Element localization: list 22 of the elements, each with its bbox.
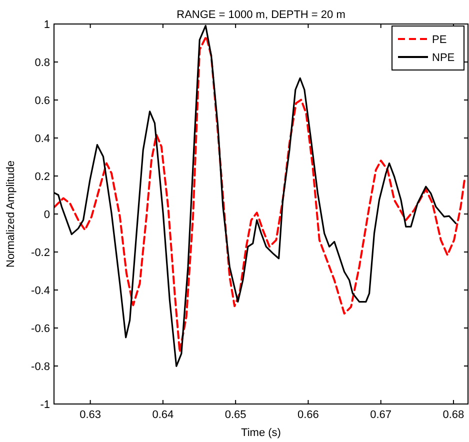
y-tick-label: -0.8 (31, 361, 50, 373)
y-tick-label: -0.2 (31, 247, 50, 259)
y-axis-title: Normalized Amplitude (5, 160, 17, 268)
x-tick-label: 0.65 (224, 409, 246, 421)
y-tick-label: 1 (44, 19, 50, 31)
y-tick-label: 0.8 (34, 57, 50, 69)
y-tick-label: -0.6 (31, 323, 50, 335)
x-tick-label: 0.63 (80, 409, 102, 421)
y-tick-label: -1 (40, 399, 50, 411)
x-tick-label: 0.67 (370, 409, 392, 421)
y-tick-label: 0.2 (34, 171, 50, 183)
legend-label: PE (432, 34, 447, 46)
y-tick-label: 0.4 (34, 133, 50, 145)
y-tick-label: 0 (44, 209, 50, 221)
chart-title: RANGE = 1000 m, DEPTH = 20 m (176, 9, 346, 21)
x-tick-label: 0.66 (298, 409, 319, 421)
x-tick-label: 0.68 (442, 409, 464, 421)
x-axis-title: Time (s) (241, 427, 281, 439)
y-tick-label: 0.6 (34, 95, 50, 107)
legend-label: NPE (432, 52, 455, 64)
y-tick-label: -0.4 (31, 285, 50, 297)
x-tick-label: 0.64 (152, 409, 174, 421)
